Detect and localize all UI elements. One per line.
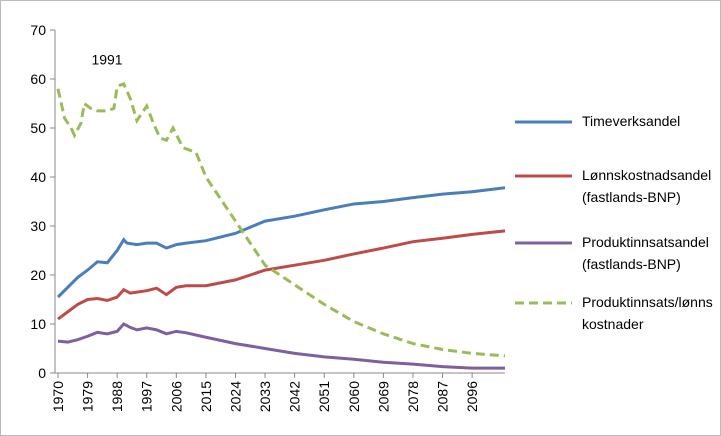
- x-tick-label: 1979: [80, 381, 96, 412]
- x-tick-label: 2024: [227, 381, 243, 412]
- x-tick-label: 1988: [109, 381, 125, 412]
- series-line: [57, 322, 505, 370]
- x-tick-label: 2078: [405, 381, 421, 412]
- series-line: [56, 82, 506, 358]
- legend-label: Lønnskostnadsandel (fastlands-BNP): [582, 167, 712, 205]
- x-tick-label: 2087: [435, 381, 451, 412]
- x-tick-label: 2096: [464, 381, 480, 412]
- y-tick-label: 0: [38, 365, 46, 381]
- series-line: [56, 186, 506, 299]
- x-tick-label: 2042: [287, 381, 303, 412]
- x-tick-label: 1997: [139, 381, 155, 412]
- x-tick-label: 2060: [346, 381, 362, 412]
- y-tick-label: 20: [30, 267, 46, 283]
- x-tick-label: 2015: [198, 381, 214, 412]
- y-tick-label: 30: [30, 218, 46, 234]
- x-tick-label: 2051: [316, 381, 332, 412]
- y-tick-label: 50: [30, 120, 46, 136]
- y-tick-label: 10: [30, 316, 46, 332]
- y-tick-label: 40: [30, 169, 46, 185]
- series-line: [57, 229, 506, 321]
- legend-label: Produktinnsats/lønns kostnader: [582, 294, 713, 332]
- x-tick-label: 2006: [168, 381, 184, 412]
- x-tick-label: 2069: [375, 381, 391, 412]
- y-tick-label: 70: [30, 22, 46, 38]
- x-tick-label: 1970: [50, 381, 66, 412]
- legend-label: Timeverksandel: [582, 113, 681, 129]
- annotation: 1991: [91, 51, 122, 67]
- x-tick-label: 2033: [257, 381, 273, 412]
- y-tick-label: 60: [30, 71, 46, 87]
- legend-label: Produktinnsatsandel (fastlands-BNP): [582, 234, 709, 272]
